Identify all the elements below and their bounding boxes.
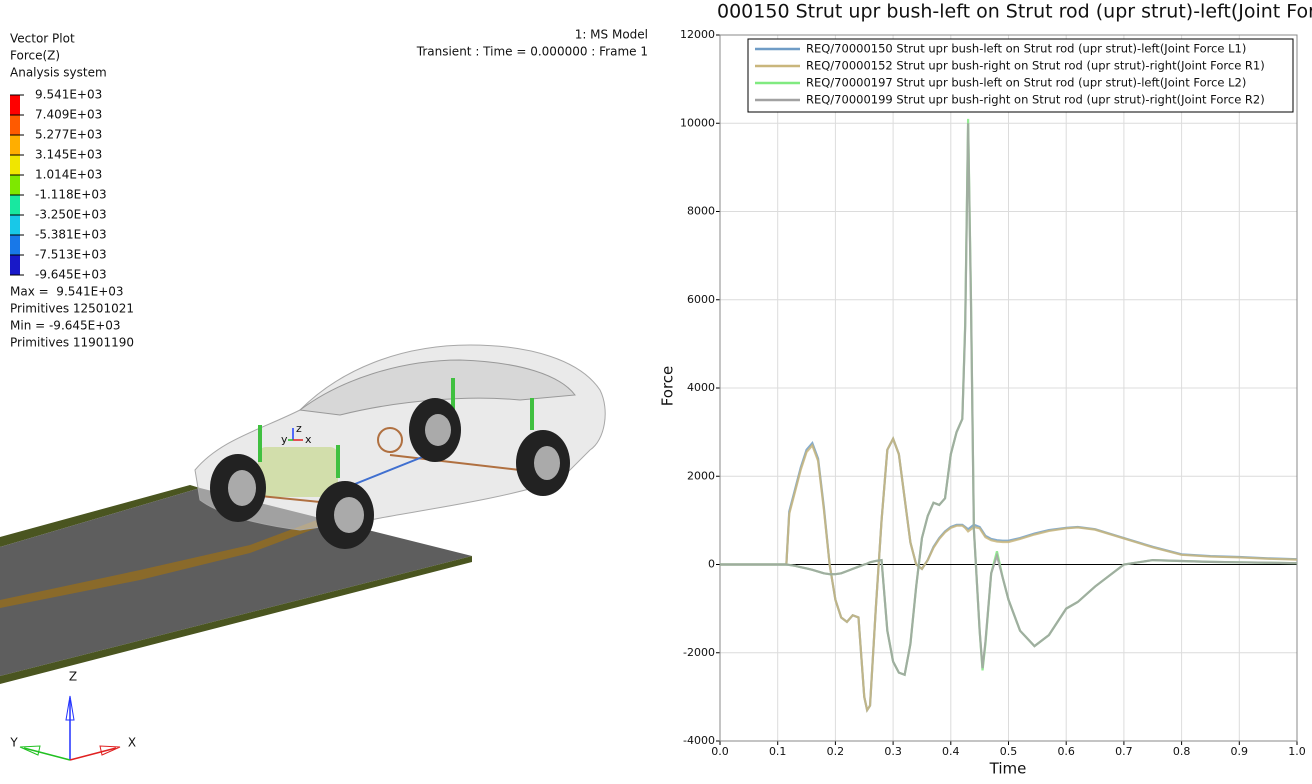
- x-tick-label: 0.6: [1057, 745, 1075, 758]
- y-tick-label: 10000: [680, 116, 715, 129]
- plot-type: Vector Plot: [10, 32, 75, 46]
- model-label: 1: MS Model: [575, 28, 648, 42]
- car-triad-label: y: [281, 433, 288, 446]
- legend-label: 3.145E+03: [35, 148, 102, 162]
- x-tick-label: 0.5: [1000, 745, 1018, 758]
- result-type: Force(Z): [10, 49, 60, 63]
- legend-label: 7.409E+03: [35, 108, 102, 122]
- triad-label: Y: [9, 736, 18, 750]
- y-axis-label: Force: [659, 366, 677, 407]
- triad-label: X: [128, 736, 136, 750]
- system: Analysis system: [10, 66, 107, 80]
- legend-label: -5.381E+03: [35, 228, 107, 242]
- legend-swatch: [10, 215, 20, 235]
- x-tick-label: 0.4: [942, 745, 960, 758]
- legend-swatch: [10, 195, 20, 215]
- legend-label: 9.541E+03: [35, 88, 102, 102]
- legend-label: -9.645E+03: [35, 268, 107, 282]
- legend-label: 1.014E+03: [35, 168, 102, 182]
- x-axis-label: Time: [989, 760, 1027, 778]
- series-line: [720, 123, 1298, 677]
- y-tick-label: 4000: [687, 381, 715, 394]
- y-tick-label: -2000: [683, 646, 715, 659]
- x-tick-label: 0.8: [1173, 745, 1191, 758]
- stat: Primitives 11901190: [10, 336, 134, 350]
- legend-swatch: [10, 95, 20, 115]
- stat: Max = 9.541E+03: [10, 285, 124, 299]
- y-tick-label: 8000: [687, 205, 715, 218]
- view-triad: [19, 695, 121, 761]
- frame-label: Transient : Time = 0.000000 : Frame 1: [416, 45, 648, 59]
- viewport-scene: [0, 344, 606, 761]
- legend-label: REQ/70000197 Strut upr bush-left on Stru…: [806, 76, 1246, 90]
- wheels: [210, 398, 570, 549]
- plot-frame: [719, 34, 1298, 742]
- x-tick-label: 0.2: [827, 745, 845, 758]
- legend-swatch: [10, 235, 20, 255]
- y-tick-label: 12000: [680, 28, 715, 41]
- legend-box: [747, 38, 1294, 113]
- chart-title: 000150 Strut upr bush-left on Strut rod …: [717, 1, 1312, 23]
- stat: Primitives 12501021: [10, 302, 134, 316]
- legend-swatch: [10, 155, 20, 175]
- stat: Min = -9.645E+03: [10, 319, 121, 333]
- y-tick-label: 0: [708, 558, 715, 571]
- engine: [258, 447, 338, 497]
- contour-legend: 9.541E+03 7.409E+03 5.277E+03 3.145E+03 1.01…: [10, 88, 107, 282]
- y-tick-label: -4000: [683, 734, 715, 747]
- car-triad-label: z: [296, 422, 302, 435]
- legend-label: -7.513E+03: [35, 248, 107, 262]
- y-tick-label: 2000: [687, 469, 715, 482]
- x-tick-label: 0.0: [711, 745, 729, 758]
- legend-label: -3.250E+03: [35, 208, 107, 222]
- legend-label: REQ/70000152 Strut upr bush-right on Str…: [806, 59, 1265, 73]
- springs: [258, 378, 534, 478]
- x-tick-label: 0.3: [884, 745, 902, 758]
- chart: 0.0 0.1 0.2 0.3 0.4 0.5 0.6 0.7 0.8 0.9 1.0 -4000 -2…: [680, 28, 1306, 758]
- y-tick-label: 6000: [687, 293, 715, 306]
- road-edge: [0, 556, 472, 684]
- legend-label: REQ/70000199 Strut upr bush-right on Str…: [806, 93, 1265, 107]
- road-stripe: [0, 515, 330, 608]
- car-triad: [288, 428, 303, 441]
- x-tick-label: 0.9: [1231, 745, 1249, 758]
- x-tick-label: 0.7: [1115, 745, 1133, 758]
- road-edge: [0, 485, 200, 547]
- x-tick-label: 0.1: [769, 745, 787, 758]
- legend-label: REQ/70000150 Strut upr bush-left on Stru…: [806, 42, 1246, 56]
- car-glass: [298, 359, 576, 416]
- triad-label: Z: [69, 670, 77, 684]
- legend-swatch: [10, 255, 20, 275]
- legend-label: -1.118E+03: [35, 188, 107, 202]
- x-tick-label: 1.0: [1288, 745, 1306, 758]
- series-line: [720, 436, 1298, 713]
- legend-swatch: [10, 135, 20, 155]
- car-triad-label: x: [305, 433, 312, 446]
- legend-label: 5.277E+03: [35, 128, 102, 142]
- legend-swatch: [10, 115, 20, 135]
- legend-swatch: [10, 175, 20, 195]
